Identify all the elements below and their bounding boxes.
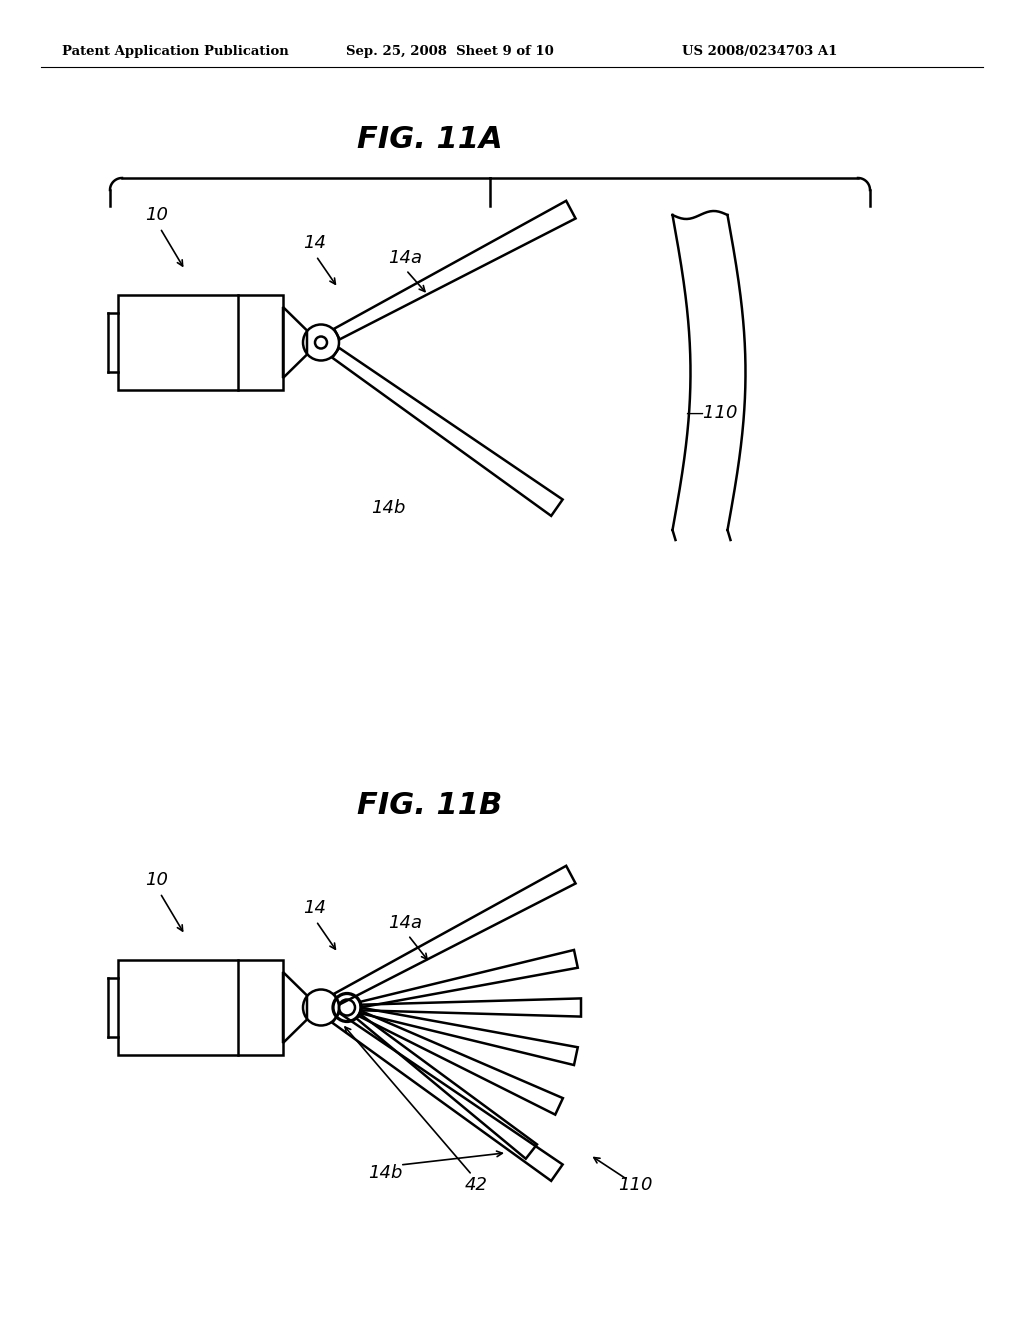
- Text: 14b: 14b: [368, 1164, 402, 1181]
- Text: FIG. 11B: FIG. 11B: [357, 791, 503, 820]
- Text: 42: 42: [465, 1176, 487, 1195]
- Text: 10: 10: [145, 871, 168, 888]
- Text: 14: 14: [303, 899, 326, 917]
- Text: US 2008/0234703 A1: US 2008/0234703 A1: [682, 45, 838, 58]
- Text: 110: 110: [618, 1176, 652, 1195]
- Text: Sep. 25, 2008  Sheet 9 of 10: Sep. 25, 2008 Sheet 9 of 10: [346, 45, 554, 58]
- Text: —110: —110: [685, 404, 737, 422]
- Text: 14: 14: [303, 234, 326, 252]
- Text: 14b: 14b: [371, 499, 406, 517]
- Text: FIG. 11A: FIG. 11A: [357, 125, 503, 154]
- Text: Patent Application Publication: Patent Application Publication: [61, 45, 289, 58]
- Text: 10: 10: [145, 206, 168, 224]
- Text: 14a: 14a: [388, 913, 422, 932]
- Text: 14a: 14a: [388, 249, 422, 267]
